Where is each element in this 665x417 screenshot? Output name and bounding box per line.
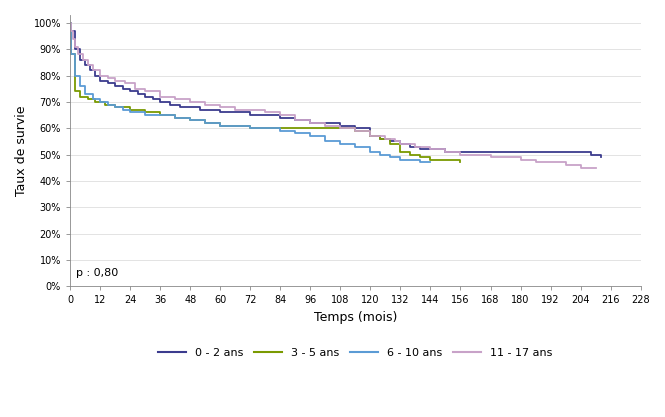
Text: p : 0,80: p : 0,80 xyxy=(76,268,118,278)
Legend: 0 - 2 ans, 3 - 5 ans, 6 - 10 ans, 11 - 17 ans: 0 - 2 ans, 3 - 5 ans, 6 - 10 ans, 11 - 1… xyxy=(154,343,557,362)
X-axis label: Temps (mois): Temps (mois) xyxy=(314,311,397,324)
Y-axis label: Taux de survie: Taux de survie xyxy=(15,106,28,196)
